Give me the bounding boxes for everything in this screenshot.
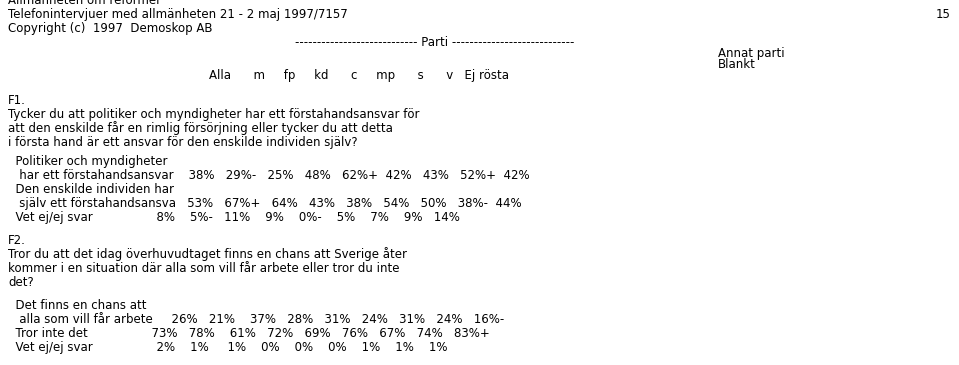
Text: Politiker och myndigheter: Politiker och myndigheter — [8, 155, 168, 168]
Text: Det finns en chans att: Det finns en chans att — [8, 299, 147, 312]
Text: Tror du att det idag överhuvudtaget finns en chans att Sverige åter: Tror du att det idag överhuvudtaget finn… — [8, 247, 407, 261]
Text: i första hand är ett ansvar för den enskilde individen själv?: i första hand är ett ansvar för den ensk… — [8, 136, 358, 149]
Text: F2.: F2. — [8, 234, 26, 247]
Text: att den enskilde får en rimlig försörjning eller tycker du att detta: att den enskilde får en rimlig försörjni… — [8, 121, 393, 135]
Text: Annat parti: Annat parti — [718, 47, 784, 60]
Text: kommer i en situation där alla som vill får arbete eller tror du inte: kommer i en situation där alla som vill … — [8, 262, 400, 275]
Text: 15: 15 — [936, 8, 951, 21]
Text: Vet ej/ej svar                 8%    5%-   11%    9%    0%-    5%    7%    9%   : Vet ej/ej svar 8% 5%- 11% 9% 0%- 5% 7% 9… — [8, 211, 460, 224]
Text: alla som vill får arbete     26%   21%    37%   28%   31%   24%   31%   24%   16: alla som vill får arbete 26% 21% 37% 28%… — [8, 313, 504, 326]
Text: Tror inte det                 73%   78%    61%   72%   69%   76%   67%   74%   8: Tror inte det 73% 78% 61% 72% 69% 76% 67… — [8, 327, 490, 340]
Text: Alla      m     fp     kd      c     mp      s      v   Ej rösta: Alla m fp kd c mp s v Ej rösta — [209, 69, 509, 82]
Text: Den enskilde individen har: Den enskilde individen har — [8, 183, 174, 196]
Text: Telefonintervjuer med allmänheten 21 - 2 maj 1997/7157: Telefonintervjuer med allmänheten 21 - 2… — [8, 8, 348, 21]
Text: F1.: F1. — [8, 94, 26, 107]
Text: har ett förstahandsansvar    38%   29%-   25%   48%   62%+  42%   43%   52%+  42: har ett förstahandsansvar 38% 29%- 25% 4… — [8, 169, 529, 182]
Text: Copyright (c)  1997  Demoskop AB: Copyright (c) 1997 Demoskop AB — [8, 22, 213, 35]
Text: det?: det? — [8, 276, 34, 289]
Text: ---------------------------- Parti ----------------------------: ---------------------------- Parti -----… — [295, 36, 574, 49]
Text: Blankt: Blankt — [718, 58, 756, 71]
Text: Allmänheten om reformer: Allmänheten om reformer — [8, 0, 161, 7]
Text: Tycker du att politiker och myndigheter har ett förstahandsansvar för: Tycker du att politiker och myndigheter … — [8, 108, 419, 121]
Text: Vet ej/ej svar                 2%    1%     1%    0%    0%    0%    1%    1%    : Vet ej/ej svar 2% 1% 1% 0% 0% 0% 1% 1% — [8, 341, 448, 354]
Text: själv ett förstahandsansva   53%   67%+   64%   43%   38%   54%   50%   38%-  44: själv ett förstahandsansva 53% 67%+ 64% … — [8, 197, 522, 210]
